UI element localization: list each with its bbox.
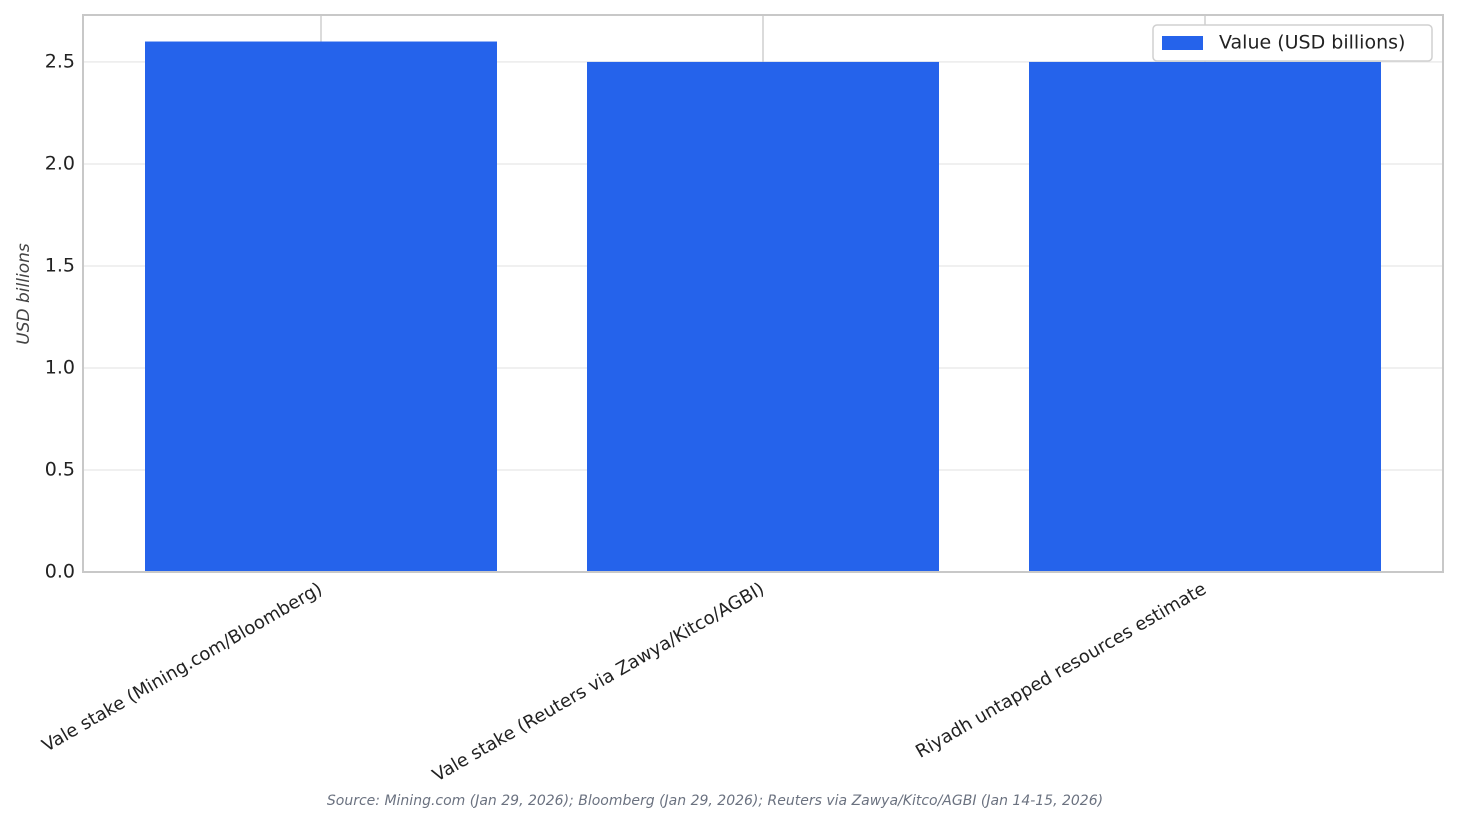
y-tick-label: 1.5 [45,254,75,276]
plot-frame [82,14,1444,573]
x-tick-label: Vale stake (Reuters via Zawya/Kitco/AGBI… [429,578,768,786]
y-tick-label: 1.0 [45,356,75,378]
bar [587,61,939,573]
legend-swatch [1162,36,1203,50]
legend-label: Value (USD billions) [1219,32,1405,54]
y-tick-label: 2.5 [45,50,75,72]
y-tick-label: 0.5 [45,458,75,480]
bar [1029,61,1381,573]
source-note: Source: Mining.com (Jan 29, 2026); Bloom… [327,793,1103,809]
y-tick-label: 0.0 [45,561,75,583]
x-tick-label: Vale stake (Mining.com/Bloomberg) [39,578,326,756]
y-tick-label: 2.0 [45,152,75,174]
bar [145,41,497,573]
legend-box [1152,24,1433,62]
y-axis-label: USD billions [14,243,34,345]
x-tick-label: Riyadh untapped resources estimate [912,578,1210,762]
